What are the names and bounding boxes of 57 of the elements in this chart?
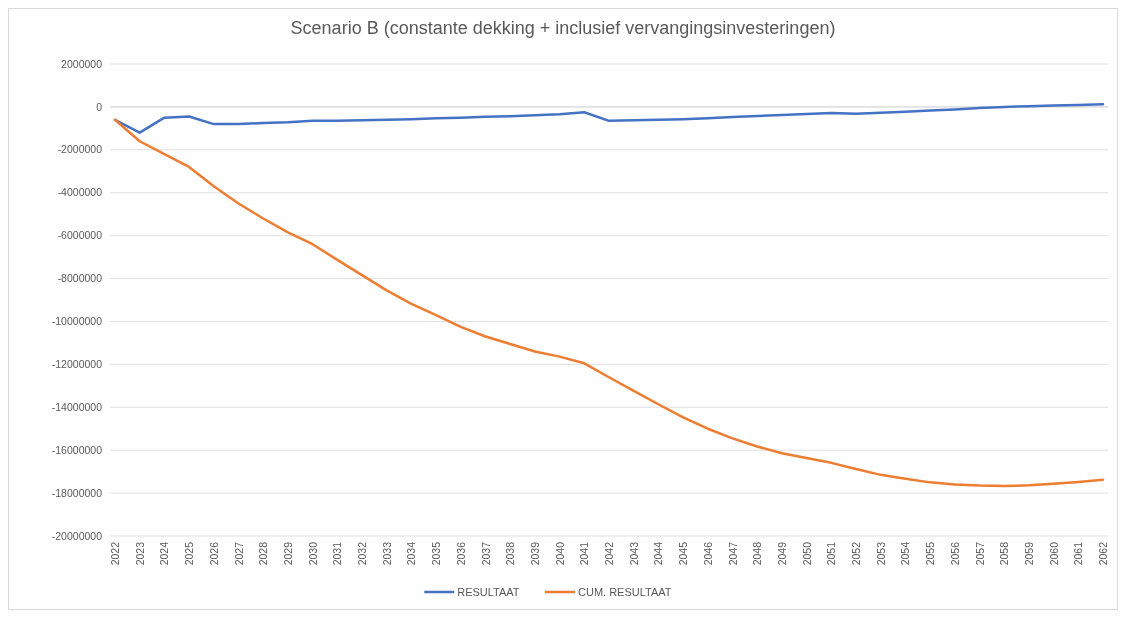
y-tick-label: -16000000	[51, 443, 103, 456]
y-tick-label: 2000000	[61, 57, 103, 70]
x-tick-label: 2030	[306, 541, 319, 566]
x-tick-label: 2033	[380, 541, 393, 566]
x-tick-label: 2056	[948, 541, 961, 566]
x-tick-label: 2055	[924, 541, 937, 566]
x-tick-label: 2058	[998, 541, 1011, 566]
x-tick-label: 2028	[257, 541, 270, 566]
y-tick-label: -2000000	[57, 143, 103, 156]
x-tick-label: 2041	[578, 541, 591, 566]
x-tick-label: 2027	[232, 541, 245, 566]
y-tick-label: -20000000	[51, 529, 103, 542]
y-tick-label: -4000000	[57, 186, 103, 199]
x-tick-label: 2032	[356, 541, 368, 566]
x-tick-label: 2040	[553, 541, 566, 566]
x-tick-label: 2042	[603, 541, 615, 566]
y-tick-label: -6000000	[57, 229, 103, 242]
x-tick-label: 2023	[133, 541, 146, 566]
chart-title: Scenario B (constante dekking + inclusief vervangingsinvesteringen)	[290, 18, 836, 38]
x-tick-label: 2050	[800, 541, 813, 566]
x-tick-label: 2025	[183, 541, 196, 566]
x-tick-label: 2029	[281, 541, 294, 566]
x-tick-label: 2047	[726, 541, 739, 566]
x-tick-label: 2039	[528, 541, 541, 566]
x-tick-label: 2053	[874, 541, 887, 566]
x-tick-label: 2049	[775, 541, 788, 566]
legend-label: RESULTAAT	[457, 585, 520, 598]
y-tick-label: -10000000	[51, 315, 103, 328]
x-tick-label: 2060	[1047, 541, 1060, 566]
x-tick-label: 2051	[825, 541, 838, 566]
x-tick-label: 2048	[751, 541, 764, 566]
x-tick-label: 2057	[973, 541, 986, 566]
x-tick-label: 2061	[1072, 541, 1085, 566]
y-tick-label: -14000000	[51, 400, 103, 413]
x-tick-label: 2062	[1097, 541, 1109, 566]
x-tick-label: 2034	[405, 541, 418, 566]
x-tick-label: 2054	[899, 541, 912, 566]
x-tick-label: 2045	[677, 541, 690, 566]
x-tick-label: 2043	[627, 541, 640, 566]
x-tick-label: 2037	[479, 541, 492, 566]
x-tick-label: 2031	[331, 541, 344, 566]
x-tick-label: 2026	[207, 541, 220, 566]
x-tick-label: 2024	[158, 541, 171, 566]
x-tick-label: 2052	[850, 541, 862, 566]
x-tick-label: 2038	[504, 541, 517, 566]
y-tick-label: -8000000	[57, 272, 103, 285]
y-tick-label: 0	[96, 100, 103, 113]
x-tick-label: 2046	[701, 541, 714, 566]
y-tick-label: -12000000	[51, 358, 103, 371]
line-series	[113, 118, 1105, 488]
legend-label: CUM. RESULTAAT	[578, 585, 672, 598]
x-tick-label: 2035	[430, 541, 443, 566]
x-tick-label: 2059	[1022, 541, 1035, 566]
x-tick-label: 2044	[652, 541, 665, 566]
x-tick-label: 2022	[109, 541, 121, 566]
y-tick-label: -18000000	[51, 486, 103, 499]
x-tick-label: 2036	[454, 541, 467, 566]
